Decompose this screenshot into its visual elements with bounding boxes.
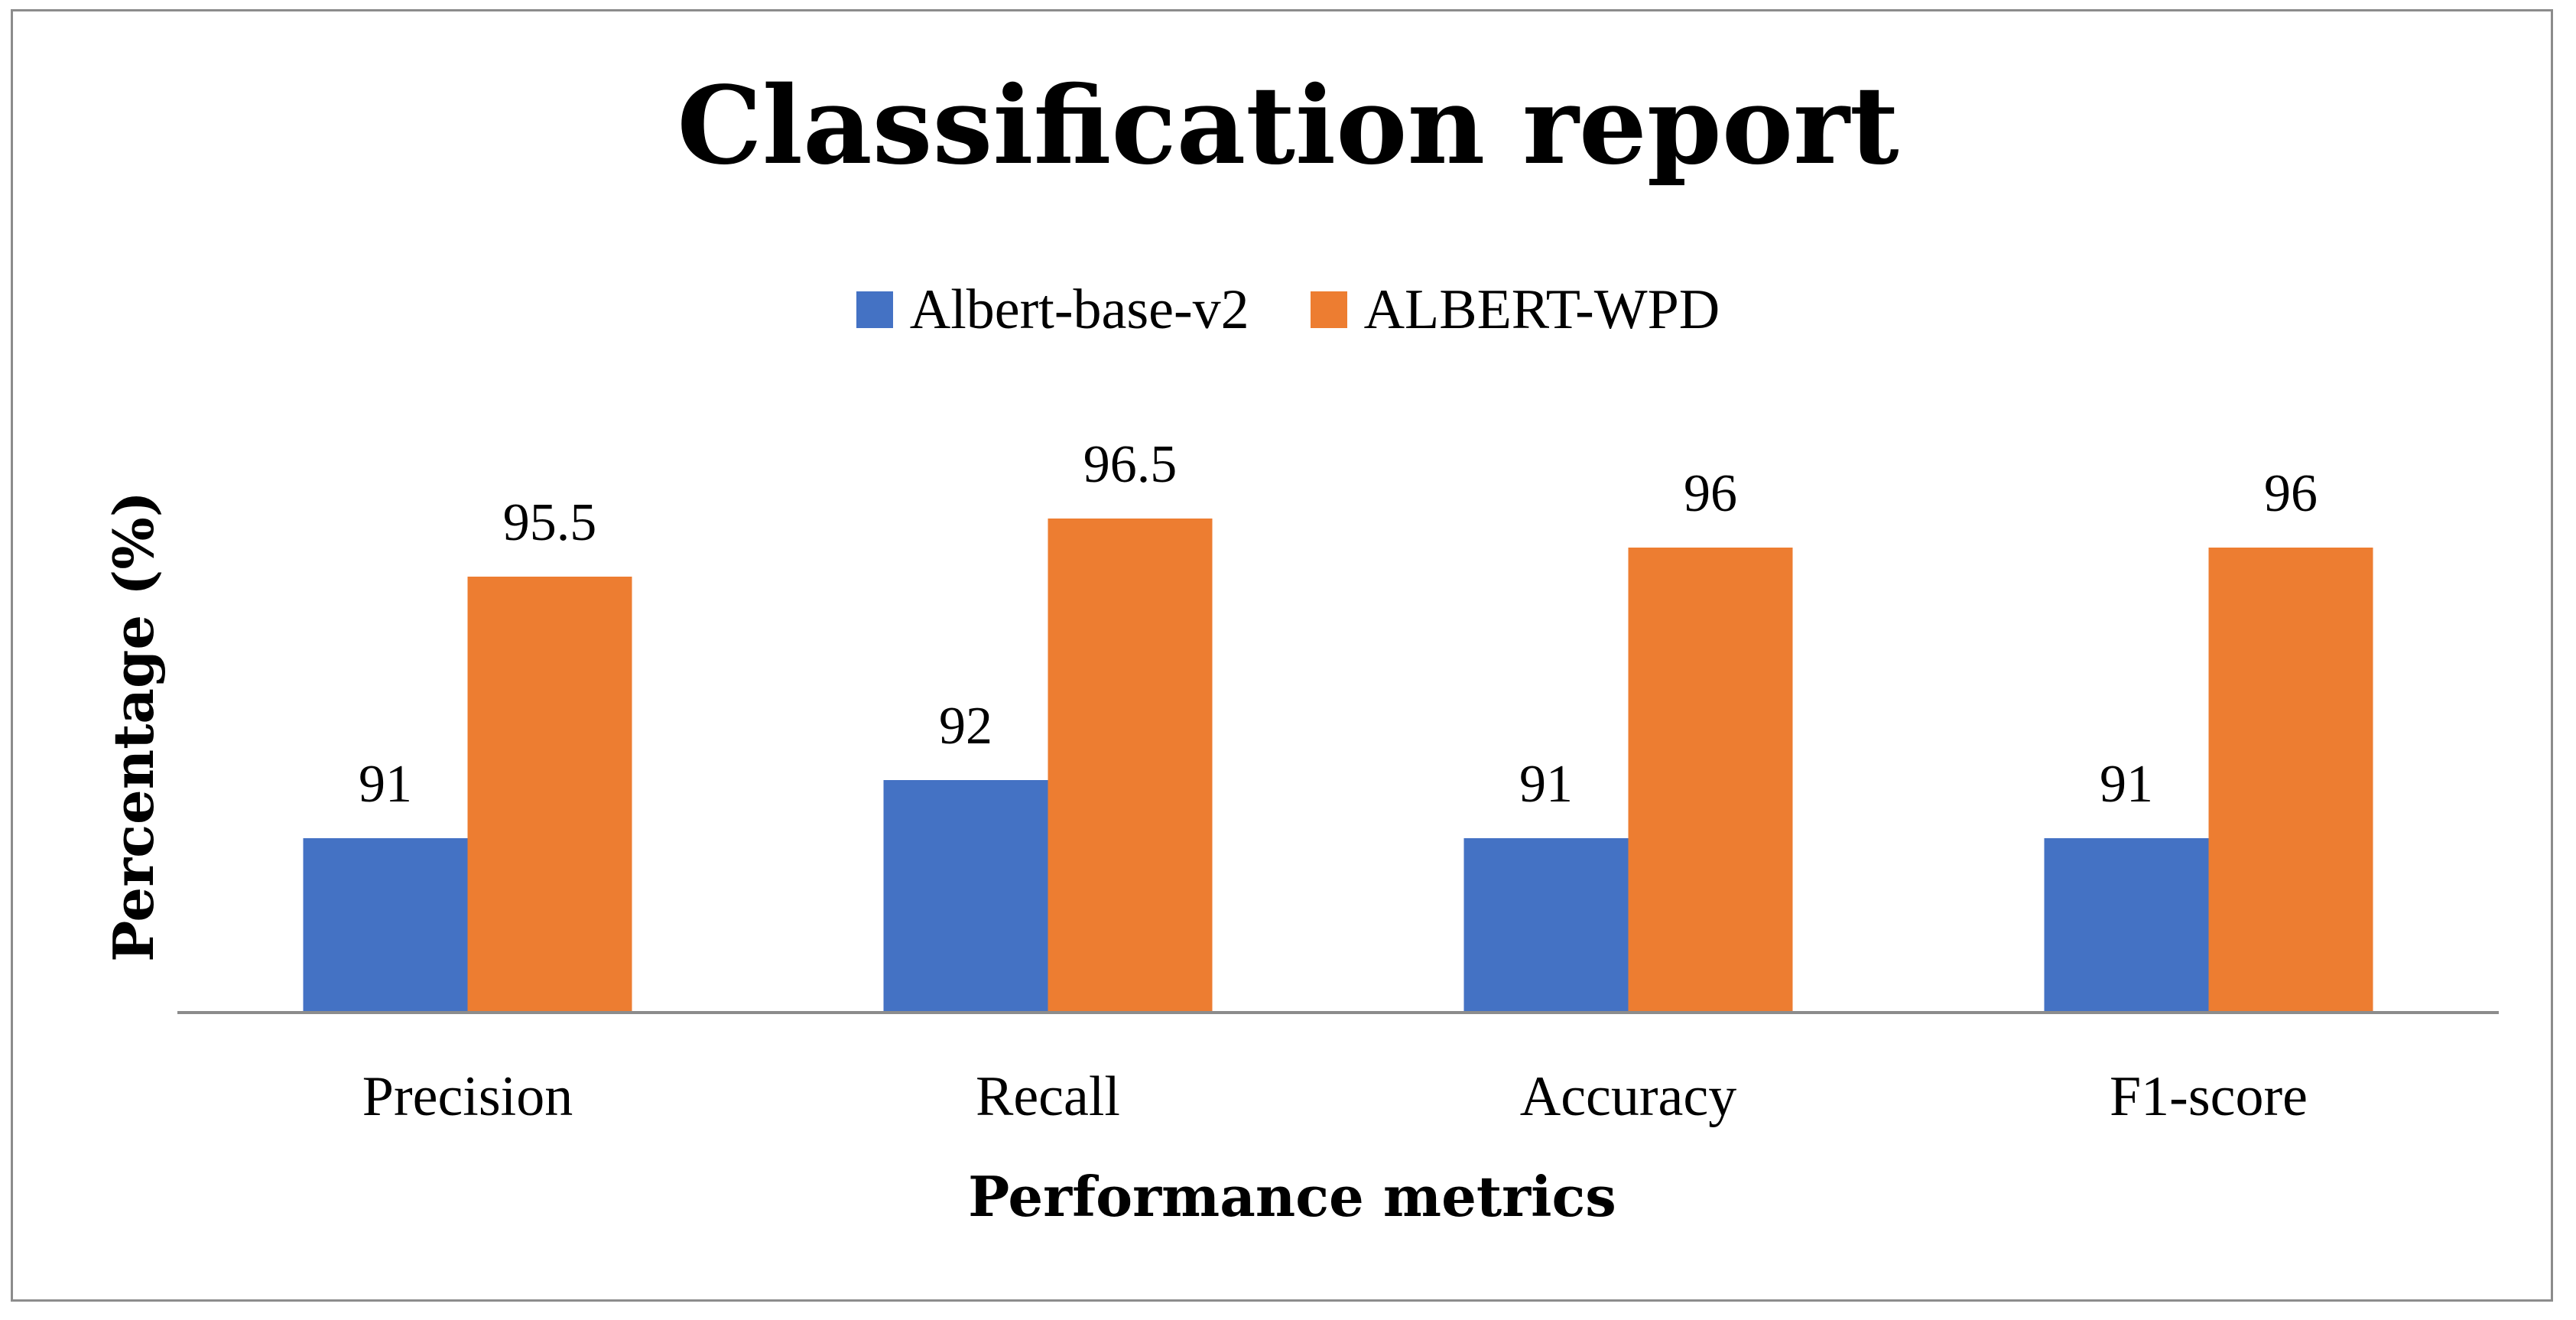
y-axis-title: Percentage (%) [101,491,166,962]
legend-swatch-series-2 [1310,291,1347,328]
legend: Albert-base-v2 ALBERT-WPD [0,278,2576,343]
data-label-accuracy-series-2: 96 [1684,464,1737,523]
data-label-precision-series-1: 91 [359,755,412,814]
bar-f1-score-series-2 [2208,548,2373,1013]
data-label-precision-series-2: 95.5 [503,493,597,552]
legend-swatch-series-1 [856,291,893,328]
bar-recall-series-2 [1048,519,1213,1013]
legend-label-series-1: Albert-base-v2 [909,278,1249,341]
x-axis-title: Performance metrics [968,1164,1616,1229]
x-tick-labels-group: Precision Recall Accuracy F1-score [362,1065,2308,1128]
x-tick-label-f1-score: F1-score [2110,1065,2308,1128]
legend-item-series-1: Albert-base-v2 [856,278,1249,343]
bar-recall-series-1 [883,780,1048,1013]
chart-frame [11,9,2553,1302]
data-label-f1-score-series-1: 91 [2100,755,2153,814]
data-label-recall-series-1: 92 [939,697,992,756]
data-label-accuracy-series-1: 91 [1519,755,1573,814]
data-label-recall-series-2: 96.5 [1083,435,1178,494]
bar-precision-series-1 [303,838,468,1013]
x-tick-label-precision: Precision [362,1065,573,1128]
legend-label-series-2: ALBERT-WPD [1363,278,1720,341]
bar-precision-series-2 [467,577,632,1013]
x-tick-label-accuracy: Accuracy [1520,1065,1736,1128]
data-labels-group: 91 95.5 92 96.5 91 96 91 96 [359,435,2318,814]
legend-item-series-2: ALBERT-WPD [1310,278,1720,343]
bar-f1-score-series-1 [2044,838,2209,1013]
chart-title: Classification report [677,63,1899,189]
bars-group [303,519,2373,1013]
bar-accuracy-series-1 [1463,838,1629,1013]
bar-accuracy-series-2 [1628,548,1793,1013]
x-tick-label-recall: Recall [976,1065,1120,1128]
data-label-f1-score-series-2: 96 [2264,464,2318,523]
